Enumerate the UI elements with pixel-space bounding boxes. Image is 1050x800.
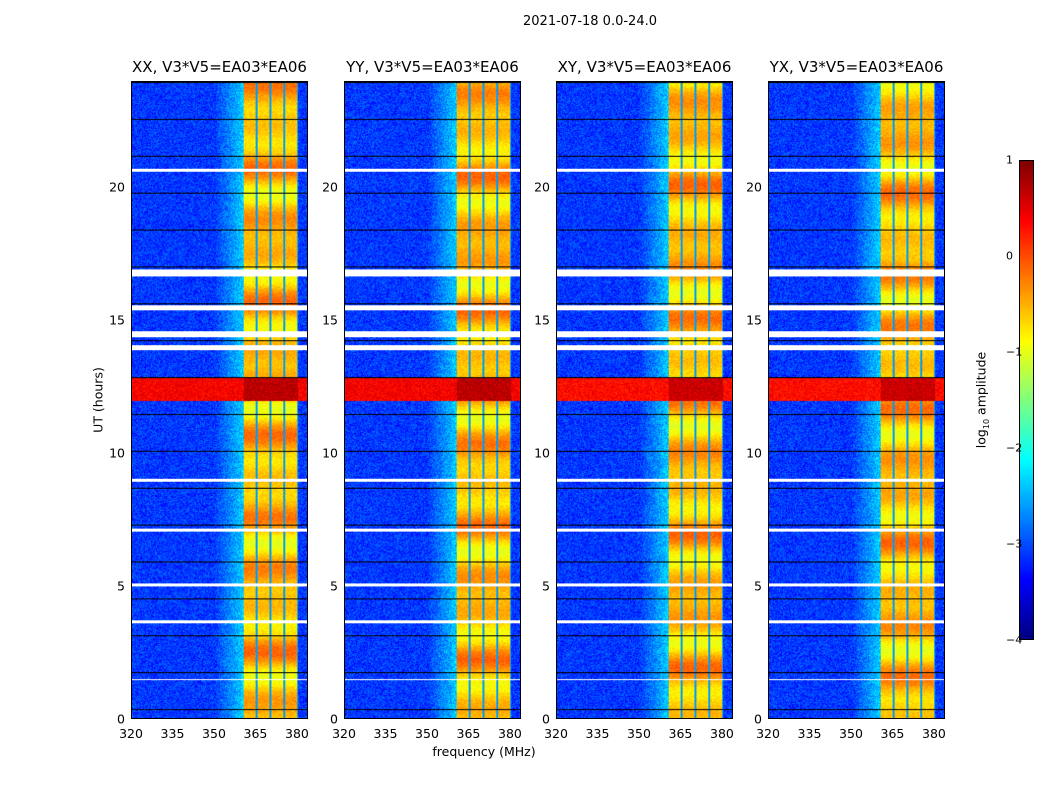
y-tick-label: 5 bbox=[542, 578, 550, 594]
x-tick-label: 320 bbox=[119, 726, 143, 741]
waterfall-heatmap bbox=[768, 81, 945, 719]
x-tick-label: 365 bbox=[880, 726, 905, 741]
panel-1: YY, V3*V5=EA03*EA06 320 335 350 365 380 0 5 10 15… bbox=[322, 58, 522, 741]
panel-title: XX, V3*V5=EA03*EA06 bbox=[132, 58, 307, 76]
colorbar-label: log10 amplitude bbox=[973, 351, 991, 449]
y-tick-label: 15 bbox=[109, 312, 125, 328]
x-tick-label: 350 bbox=[202, 726, 226, 741]
colorbar-tick-label: −3 bbox=[1006, 537, 1023, 551]
panel-0: XX, V3*V5=EA03*EA06 320 335 350 365 380 0 5 10 15… bbox=[109, 58, 309, 741]
x-tick-label: 320 bbox=[544, 726, 568, 741]
y-tick-label: 10 bbox=[746, 445, 762, 461]
y-tick-label: 20 bbox=[534, 179, 550, 195]
waterfall-heatmap bbox=[131, 81, 308, 719]
y-tick-label: 5 bbox=[754, 578, 762, 594]
y-tick-label: 15 bbox=[534, 312, 550, 328]
y-tick-label: 20 bbox=[322, 179, 338, 195]
y-tick-label: 15 bbox=[746, 312, 762, 328]
x-tick-label: 335 bbox=[585, 726, 610, 741]
colorbar-tick-label: −1 bbox=[1006, 345, 1023, 359]
y-tick-label: 20 bbox=[109, 179, 125, 195]
panel-title: YY, V3*V5=EA03*EA06 bbox=[346, 58, 519, 76]
y-tick-label: 15 bbox=[322, 312, 338, 328]
x-tick-label: 350 bbox=[839, 726, 863, 741]
colorbar-tick-label: −2 bbox=[1006, 441, 1023, 455]
colorbar-tick-label: 0 bbox=[1006, 249, 1013, 263]
x-tick-label: 350 bbox=[415, 726, 439, 741]
x-tick-label: 380 bbox=[710, 726, 734, 741]
colorbar bbox=[1019, 160, 1034, 640]
waterfall-heatmap bbox=[556, 81, 733, 719]
x-tick-label: 350 bbox=[627, 726, 651, 741]
x-tick-label: 365 bbox=[668, 726, 693, 741]
y-tick-label: 10 bbox=[534, 445, 550, 461]
y-tick-label: 0 bbox=[542, 711, 550, 727]
x-tick-label: 380 bbox=[922, 726, 946, 741]
panel-2: XY, V3*V5=EA03*EA06 320 335 350 365 380 0 5 10 15… bbox=[534, 58, 734, 741]
x-tick-label: 335 bbox=[160, 726, 185, 741]
x-tick-label: 380 bbox=[285, 726, 309, 741]
figure-title: 2021-07-18 0.0-24.0 bbox=[523, 14, 657, 29]
colorbar-tick-label: 1 bbox=[1006, 153, 1013, 167]
y-tick-label: 10 bbox=[322, 445, 338, 461]
x-tick-label: 365 bbox=[243, 726, 268, 741]
x-tick-label: 320 bbox=[332, 726, 356, 741]
panel-3: YX, V3*V5=EA03*EA06 320 335 350 365 380 0 5 10 15… bbox=[746, 58, 946, 741]
x-tick-label: 335 bbox=[797, 726, 822, 741]
y-tick-label: 5 bbox=[117, 578, 125, 594]
y-tick-label: 5 bbox=[330, 578, 338, 594]
panel-title: YX, V3*V5=EA03*EA06 bbox=[769, 58, 944, 76]
waterfall-heatmap bbox=[344, 81, 521, 719]
x-tick-label: 380 bbox=[498, 726, 522, 741]
colorbar-tick-label: −4 bbox=[1006, 633, 1023, 647]
y-tick-label: 20 bbox=[746, 179, 762, 195]
y-tick-label: 10 bbox=[109, 445, 125, 461]
x-axis-label: frequency (MHz) bbox=[432, 744, 536, 759]
y-tick-label: 0 bbox=[330, 711, 338, 727]
panel-title: XY, V3*V5=EA03*EA06 bbox=[557, 58, 732, 76]
x-tick-label: 335 bbox=[373, 726, 398, 741]
y-tick-label: 0 bbox=[117, 711, 125, 727]
y-tick-label: 0 bbox=[754, 711, 762, 727]
x-tick-label: 365 bbox=[456, 726, 481, 741]
y-axis-label: UT (hours) bbox=[90, 367, 106, 433]
x-tick-label: 320 bbox=[756, 726, 780, 741]
